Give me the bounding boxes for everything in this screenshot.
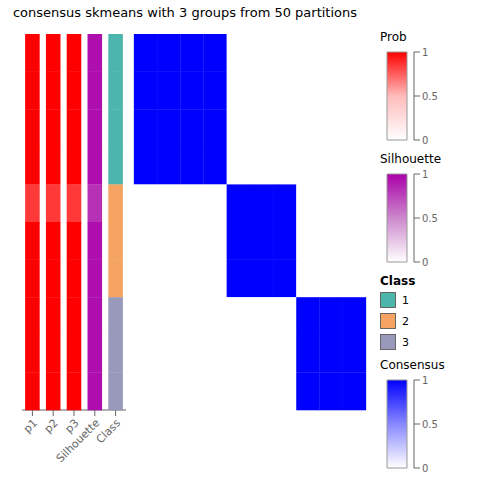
html-text:Consensus: Consensus xyxy=(380,358,445,372)
svg-text:p2: p2 xyxy=(42,416,61,435)
svg-text:0.5: 0.5 xyxy=(422,213,438,224)
svg-text:1: 1 xyxy=(422,169,428,180)
svg-text:0: 0 xyxy=(422,135,428,146)
html-text:Class: Class xyxy=(380,274,416,288)
svg-text:0.5: 0.5 xyxy=(422,419,438,430)
svg-text:1: 1 xyxy=(422,47,428,58)
svg-text:0.5: 0.5 xyxy=(422,91,438,102)
svg-text:0: 0 xyxy=(422,257,428,268)
html-text:1: 1 xyxy=(402,293,409,307)
svg-text:p1: p1 xyxy=(21,416,40,435)
svg-text:1: 1 xyxy=(422,375,428,386)
html-text:Prob: Prob xyxy=(380,30,407,44)
svg-text:Silhouette: Silhouette xyxy=(54,416,103,465)
svg-text:p3: p3 xyxy=(62,416,82,436)
svg-text:Class: Class xyxy=(94,416,124,446)
html-text:3: 3 xyxy=(402,335,409,349)
svg-text:0: 0 xyxy=(422,463,428,474)
html-text:Silhouette: Silhouette xyxy=(380,152,441,166)
html-text:2: 2 xyxy=(402,314,409,328)
html-text:consensus skmeans with 3 group: consensus skmeans with 3 groups from 50 … xyxy=(12,5,358,20)
